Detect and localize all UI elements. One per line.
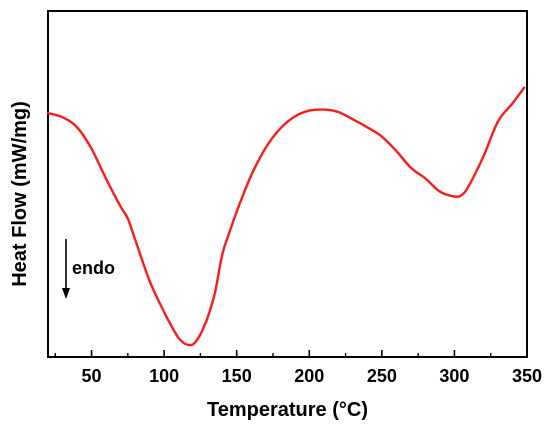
x-axis: 50 100 150 200 250 300 350 xyxy=(54,350,542,386)
plot-area-frame xyxy=(47,10,528,358)
x-tick-label: 50 xyxy=(82,366,102,386)
endo-label: endo xyxy=(72,258,115,278)
x-tick-label: 150 xyxy=(222,366,252,386)
x-tick-label: 200 xyxy=(294,366,324,386)
y-axis-title: Heat Flow (mW/mg) xyxy=(9,101,31,287)
x-tick-label: 350 xyxy=(512,366,542,386)
arrow-head-icon xyxy=(62,288,70,299)
heat-flow-curve xyxy=(46,86,526,347)
endo-annotation: endo xyxy=(62,239,115,299)
x-axis-title: Temperature (°C) xyxy=(207,399,368,421)
x-tick-label: 100 xyxy=(149,366,179,386)
x-tick-label: 250 xyxy=(367,366,397,386)
x-tick-label: 300 xyxy=(439,366,469,386)
